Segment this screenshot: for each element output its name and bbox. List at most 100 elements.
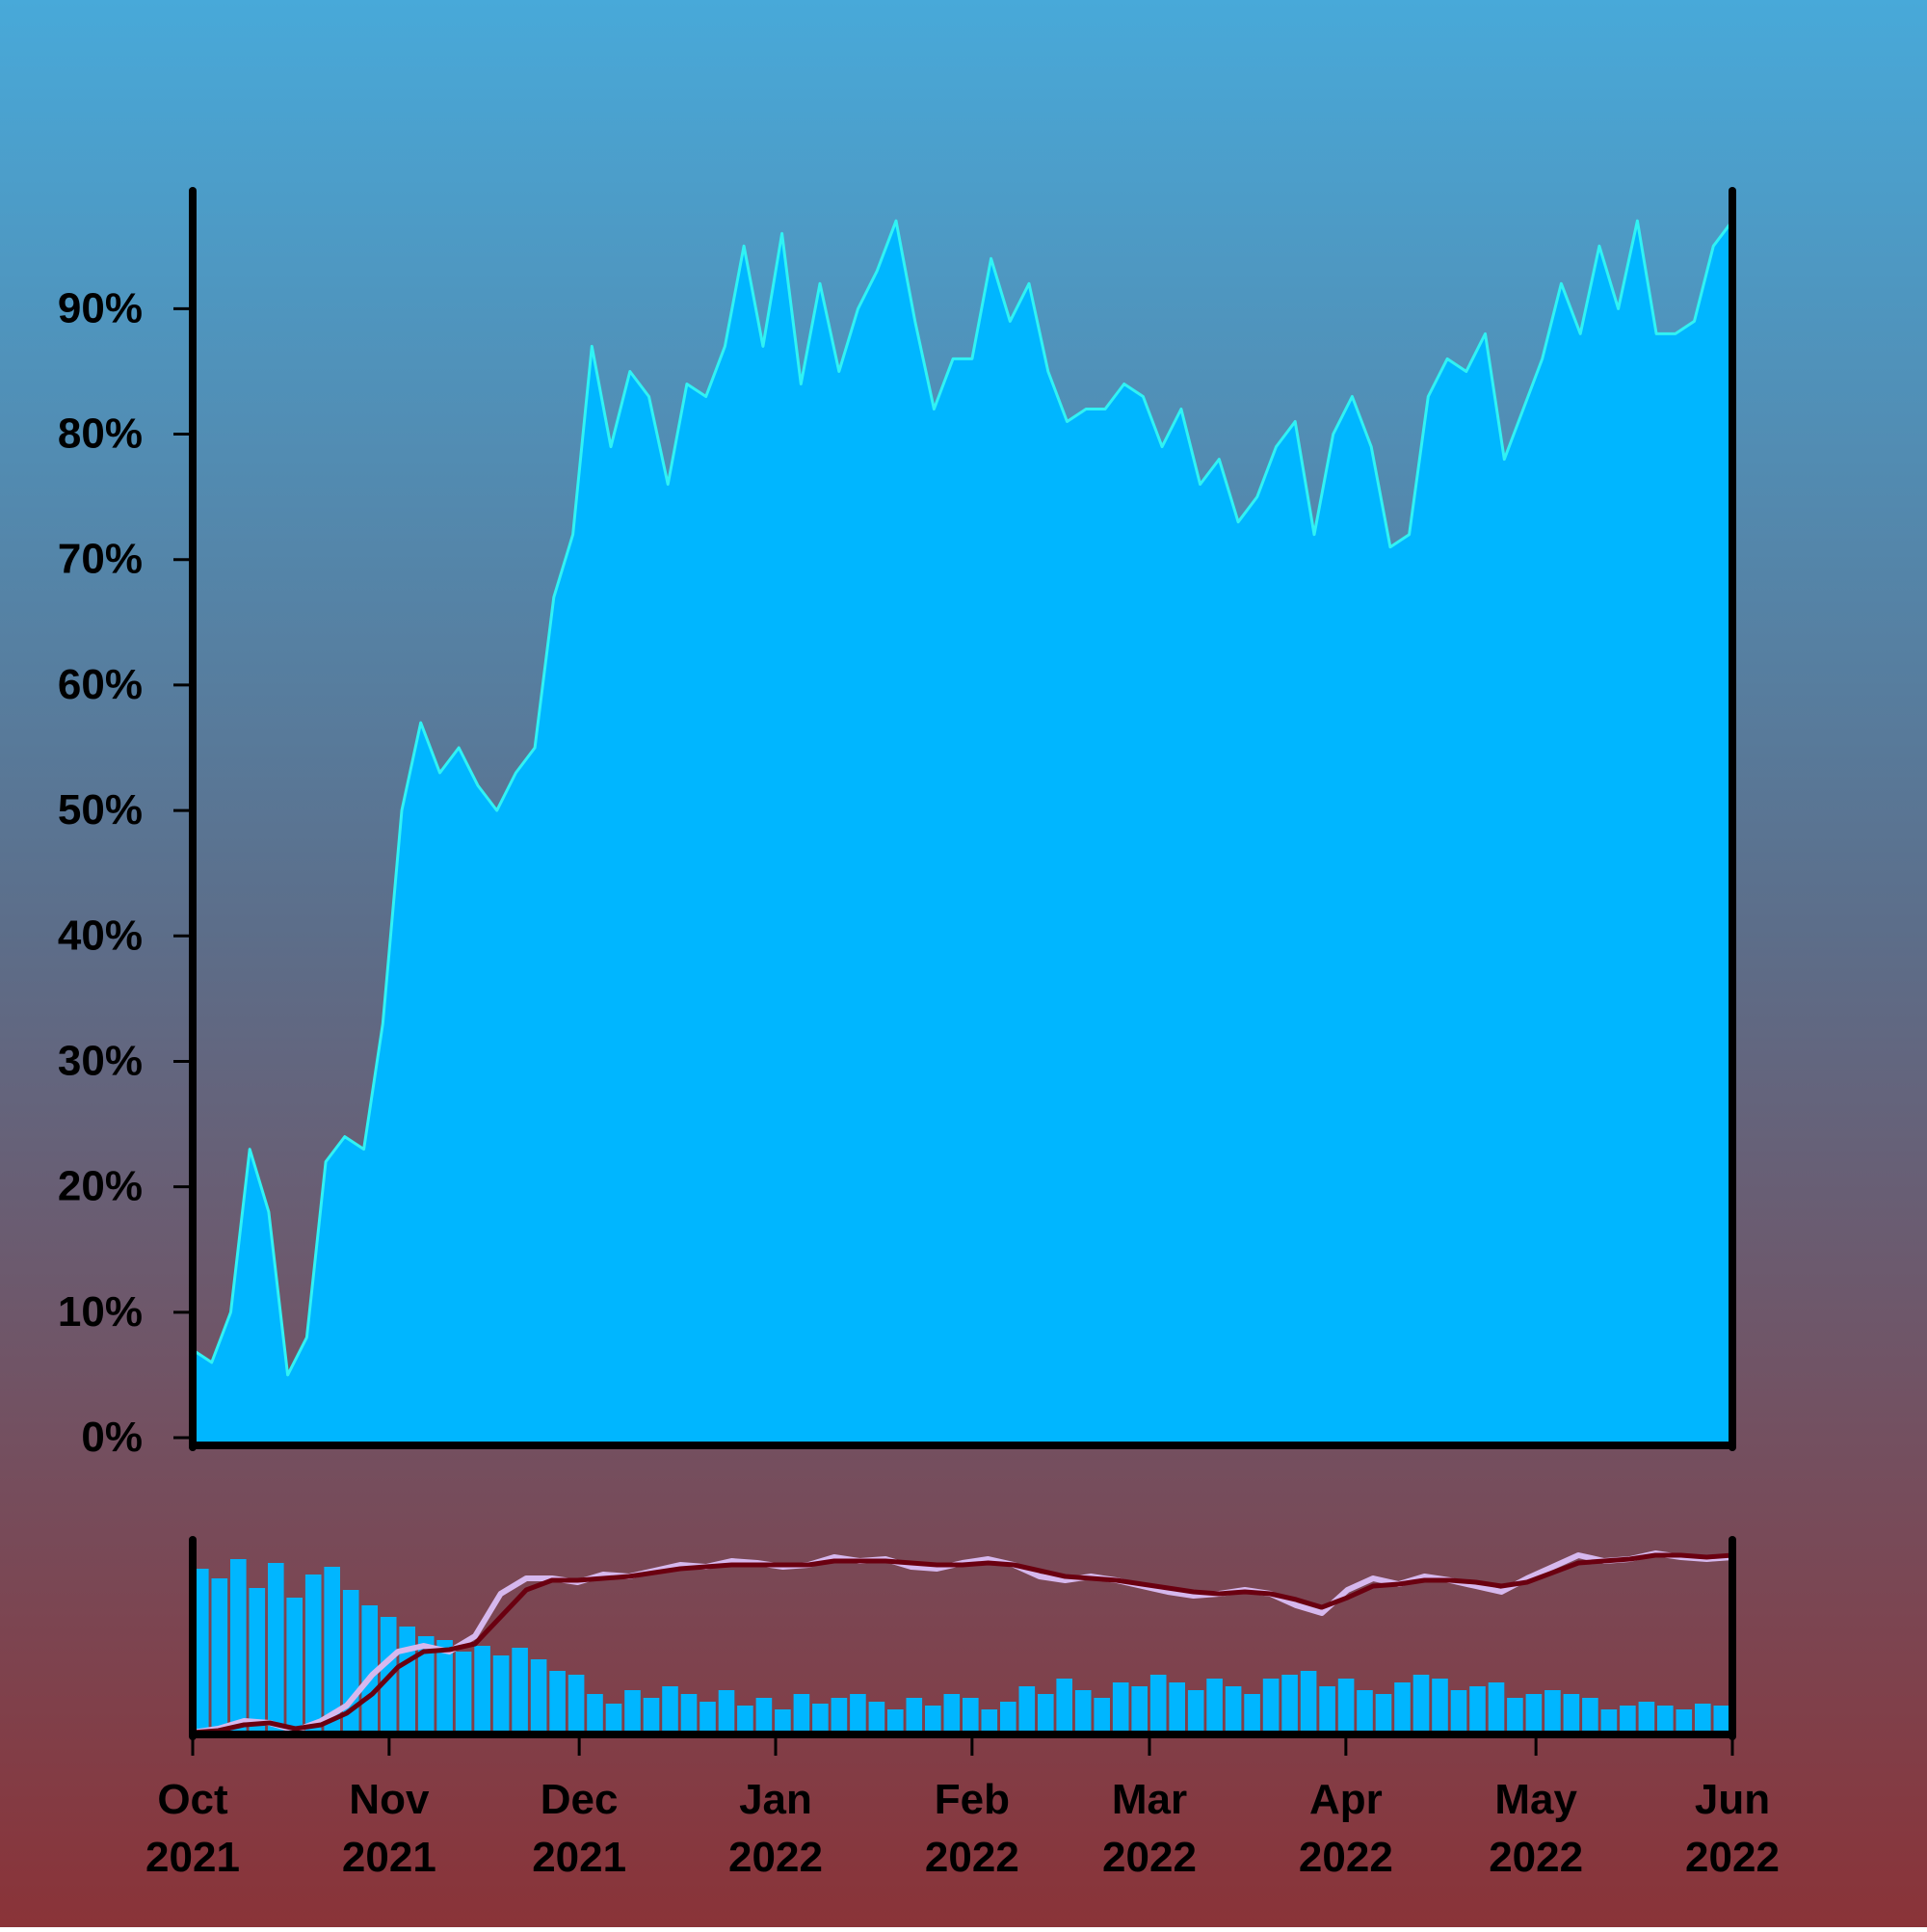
overview-bar [568,1675,585,1733]
overview-bar [193,1569,209,1733]
x-tick-year: 2022 [1489,1834,1583,1881]
y-tick-label: 60% [58,661,143,708]
overview-bar [1432,1679,1448,1733]
overview-bar [1657,1706,1674,1733]
y-tick-label: 50% [58,786,143,834]
overview-bar [587,1694,603,1733]
overview-bar [417,1636,435,1733]
overview-bar [1507,1698,1523,1733]
x-tick-month: Nov [349,1776,430,1823]
overview-bar [1281,1675,1298,1733]
overview-bar [324,1567,340,1733]
overview-bar [1412,1675,1430,1733]
x-tick-label: May 2022 [1489,1776,1583,1881]
overview-bar [436,1640,453,1733]
x-tick-year: 2022 [728,1834,823,1881]
x-tick-label: Jan 2022 [728,1776,823,1881]
overview-bar [1375,1694,1392,1733]
main-panel: 0% 10% 20% 30% 40% 50% 60% 70% 80% 90% [58,187,1736,1461]
x-tick-month: May [1494,1776,1577,1823]
overview-bar [1676,1709,1693,1733]
overview-bar [530,1659,547,1733]
overview-bar [286,1598,303,1733]
overview-bar [887,1709,904,1733]
overview-bar [812,1704,829,1733]
x-tick-label: Dec 2021 [532,1776,626,1881]
overview-bar [1638,1702,1655,1733]
overview-bar [1563,1694,1580,1733]
x-tick-month: Apr [1309,1776,1383,1823]
overview-bar [1600,1709,1618,1733]
y-tick-label: 0% [81,1414,143,1461]
x-tick-month: Oct [157,1776,228,1823]
overview-bar [1357,1690,1373,1733]
overview-panel: Oct 2021 Nov 2021 Dec 2021 Jan 2022 Feb 2022 Mar 20… [145,1536,1780,1881]
overview-bar [755,1698,773,1733]
overview-bar [399,1627,415,1733]
y-tick-label: 30% [58,1037,143,1084]
x-tick-year: 2022 [1299,1834,1393,1881]
overview-bar [1713,1706,1730,1733]
overview-bar [512,1648,528,1733]
overview-bar [643,1698,660,1733]
overview-bar [268,1563,284,1733]
x-tick-year: 2021 [532,1834,626,1881]
overview-bar [1337,1679,1355,1733]
overview-bar [868,1702,885,1733]
y-tick-label: 80% [58,410,143,458]
overview-line-slow [190,1552,1735,1735]
x-tick-year: 2021 [145,1834,240,1881]
overview-bar [1169,1682,1185,1733]
x-tick-year: 2022 [1102,1834,1197,1881]
overview-bar [850,1694,866,1733]
overview-bar [1262,1679,1280,1733]
overview-bar [474,1646,490,1733]
area-line [192,219,1734,1377]
overview-bar [662,1686,678,1733]
x-tick-month: Feb [935,1776,1010,1823]
overview-bar [1225,1686,1242,1733]
overview-bar [304,1575,322,1733]
overview-bar [1187,1690,1204,1733]
overview-bar [249,1588,266,1733]
overview-bar [1094,1698,1110,1733]
overview-bar [1525,1694,1543,1733]
overview-bar [680,1694,698,1733]
overview-bar [624,1690,641,1733]
overview-bar [1131,1686,1148,1733]
x-tick-label: Apr 2022 [1299,1776,1393,1881]
overview-bar [700,1702,716,1733]
overview-bar [1488,1682,1505,1733]
x-tick-label: Mar 2022 [1102,1776,1197,1881]
overview-bar [1056,1679,1072,1733]
overview-bar [775,1709,791,1733]
x-tick-label: Jun 2022 [1685,1776,1780,1881]
x-tick-label: Nov 2021 [342,1776,436,1881]
area-fill [193,221,1732,1444]
overview-bar [492,1655,510,1733]
overview-bar [737,1706,753,1733]
overview-bar [1038,1694,1054,1733]
y-tick-label: 90% [58,284,143,331]
overview-bar [1112,1682,1129,1733]
overview-bar [831,1698,848,1733]
overview-bar [906,1698,923,1733]
overview-bar [718,1690,735,1733]
overview-bar [549,1671,566,1733]
overview-bar [925,1706,941,1733]
overview-bar [1074,1690,1092,1733]
overview-bar [1018,1686,1036,1733]
x-tick-label: Oct 2021 [145,1776,240,1881]
overview-bar [1300,1671,1317,1733]
overview-bar [1149,1675,1167,1733]
overview-bar [943,1694,961,1733]
overview-bar [1695,1704,1711,1733]
x-tick-month: Jun [1695,1776,1770,1823]
y-tick-label: 10% [58,1288,143,1336]
overview-bar [1000,1702,1016,1733]
overview-bar [981,1709,998,1733]
x-tick-year: 2022 [1685,1834,1780,1881]
y-tick-label: 70% [58,536,143,583]
